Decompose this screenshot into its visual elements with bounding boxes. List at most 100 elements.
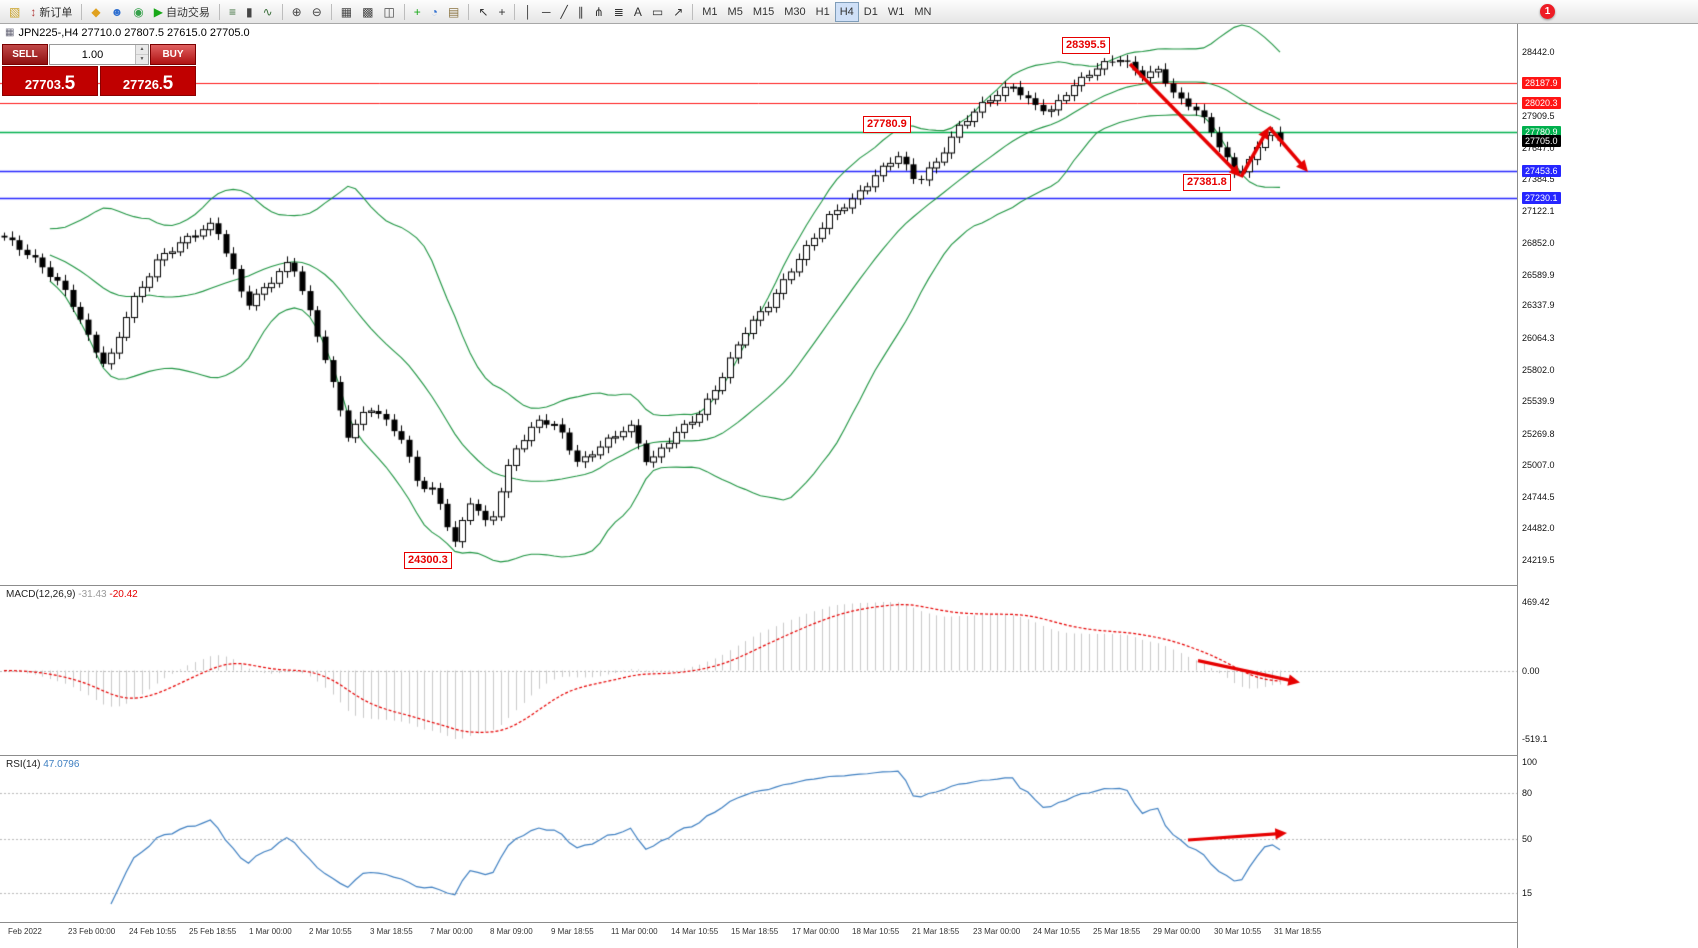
zoom-out-button[interactable]: ⊖: [307, 2, 327, 22]
new-order-icon: ↕: [30, 4, 37, 19]
bid-price[interactable]: 27703. 5: [2, 66, 98, 96]
price-annotation[interactable]: 27780.9: [863, 116, 911, 133]
toolbar-separator: [330, 3, 332, 20]
profile-button[interactable]: ☻: [106, 2, 129, 22]
chart-icon: ▦: [5, 27, 15, 38]
time-label: 7 Mar 00:00: [430, 927, 473, 936]
period-icon: ◔: [430, 4, 439, 19]
bid-pip-digit: 5: [64, 72, 76, 94]
toolbar-separator: [281, 3, 283, 20]
time-label: 21 Mar 18:55: [912, 927, 960, 936]
add-indicator-button[interactable]: +: [409, 2, 426, 22]
ohlc-text: JPN225-,H4 27710.0 27807.5 27615.0 27705…: [18, 27, 250, 39]
tf-m30-button[interactable]: M30: [779, 2, 810, 22]
new-order-button[interactable]: ↕ 新订单: [25, 2, 77, 22]
chart-ohlc-line: ▦ JPN225-,H4 27710.0 27807.5 27615.0 277…: [5, 27, 250, 39]
add-indicator-icon: +: [413, 4, 421, 19]
sell-button[interactable]: SELL: [2, 44, 48, 65]
tf-h1-button[interactable]: H1: [811, 2, 835, 22]
macd-main-value: -31.43: [78, 589, 107, 600]
price-tick: 24219.5: [1522, 555, 1555, 565]
price-annotation[interactable]: 28395.5: [1062, 37, 1110, 54]
price-chart-canvas[interactable]: [0, 24, 1517, 585]
template-button[interactable]: ▤: [443, 2, 464, 22]
tf-m1-label: M1: [702, 5, 718, 18]
toolbar-separator: [468, 3, 470, 20]
macd-canvas[interactable]: [0, 586, 1517, 755]
panel-separator: [0, 755, 1698, 756]
template-icon: ▤: [448, 4, 460, 19]
tf-w1-button[interactable]: W1: [883, 2, 910, 22]
time-axis[interactable]: Feb 2022 23 Feb 00:00 24 Feb 10:55 25 Feb 1…: [0, 923, 1517, 948]
arrange-windows-button[interactable]: ◫: [378, 2, 399, 22]
ask-price[interactable]: 27726. 5: [100, 66, 196, 96]
horizontal-line-button[interactable]: ─: [537, 2, 556, 22]
compass-button[interactable]: ◆: [86, 2, 105, 22]
volume-up-button[interactable]: ▲: [136, 45, 148, 55]
notification-badge[interactable]: 1: [1540, 4, 1555, 19]
price-annotation[interactable]: 27381.8: [1183, 174, 1231, 191]
text-button[interactable]: A: [629, 2, 647, 22]
price-axis[interactable]: 28442.0 27909.5 27647.0 27384.5 27122.1 26852…: [1517, 24, 1698, 948]
new-chart-button[interactable]: ▧: [4, 2, 25, 22]
community-icon: ◉: [133, 4, 144, 19]
tf-mn-button[interactable]: MN: [909, 2, 936, 22]
tile-windows-button[interactable]: ▦: [336, 2, 357, 22]
tf-m5-button[interactable]: M5: [723, 2, 748, 22]
time-label: 24 Feb 10:55: [129, 927, 177, 936]
vertical-line-button[interactable]: │: [519, 2, 537, 22]
zoom-in-button[interactable]: ⊕: [287, 2, 307, 22]
time-label: 1 Mar 00:00: [249, 927, 292, 936]
tf-m1-button[interactable]: M1: [697, 2, 722, 22]
cursor-button[interactable]: ↖: [473, 2, 493, 22]
tf-m30-label: M30: [784, 5, 806, 18]
macd-axis-min: -519.1: [1522, 734, 1548, 744]
time-label: 31 Mar 18:55: [1274, 927, 1322, 936]
trendline-button[interactable]: ╱: [555, 2, 572, 22]
tf-h4-button[interactable]: H4: [834, 1, 859, 22]
ask-main-digits: 27726.: [122, 77, 163, 92]
bar-chart-icon: ≡: [228, 4, 236, 19]
tf-m15-button[interactable]: M15: [748, 2, 779, 22]
volume-down-button[interactable]: ▼: [136, 55, 148, 64]
pitchfork-button[interactable]: ⋔: [589, 2, 609, 22]
label-button[interactable]: ▭: [647, 2, 668, 22]
time-label: 25 Feb 18:55: [189, 927, 237, 936]
line-chart-button[interactable]: ∿: [258, 2, 278, 22]
autotrade-button[interactable]: ▶ 自动交易: [149, 2, 215, 22]
buy-button[interactable]: BUY: [150, 44, 196, 65]
text-icon: A: [633, 4, 642, 19]
zoom-out-icon: ⊖: [311, 4, 322, 19]
bar-chart-button[interactable]: ≡: [224, 2, 241, 22]
price-annotation[interactable]: 24300.3: [404, 552, 452, 569]
price-tick: 26064.3: [1522, 333, 1555, 343]
tf-d1-button[interactable]: D1: [859, 2, 883, 22]
time-label: 24 Mar 10:55: [1033, 927, 1081, 936]
tf-m5-label: M5: [727, 5, 743, 18]
price-tick: 25802.0: [1522, 365, 1555, 375]
fibonacci-button[interactable]: ≣: [609, 2, 629, 22]
candle-chart-button[interactable]: ▮: [241, 2, 258, 22]
arrows-button[interactable]: ↗: [668, 2, 688, 22]
volume-input[interactable]: [50, 45, 135, 64]
toolbar-separator: [403, 3, 405, 20]
cursor-icon: ↖: [478, 4, 489, 19]
price-tick: 27384.5: [1522, 174, 1555, 184]
time-label: 25 Mar 18:55: [1093, 927, 1141, 936]
crosshair-button[interactable]: +: [493, 2, 510, 22]
rsi-canvas[interactable]: [0, 756, 1517, 922]
trendline-icon: ╱: [560, 4, 568, 19]
channel-button[interactable]: ∥: [573, 2, 589, 22]
time-label: 11 Mar 00:00: [611, 927, 658, 936]
cascade-windows-button[interactable]: ▩: [357, 2, 378, 22]
time-label: 2 Mar 10:55: [309, 927, 352, 936]
macd-label: MACD(12,26,9) -31.43 -20.42: [6, 589, 138, 600]
time-label: 15 Mar 18:55: [731, 927, 779, 936]
period-button[interactable]: ◔: [426, 2, 443, 22]
tf-h4-label: H4: [839, 5, 854, 18]
community-button[interactable]: ◉: [128, 2, 148, 22]
autotrade-label: 自动交易: [165, 6, 210, 19]
autotrade-icon: ▶: [153, 4, 163, 19]
time-label: 23 Mar 00:00: [973, 927, 1021, 936]
hline-price-tag: 28020.3: [1522, 97, 1561, 109]
